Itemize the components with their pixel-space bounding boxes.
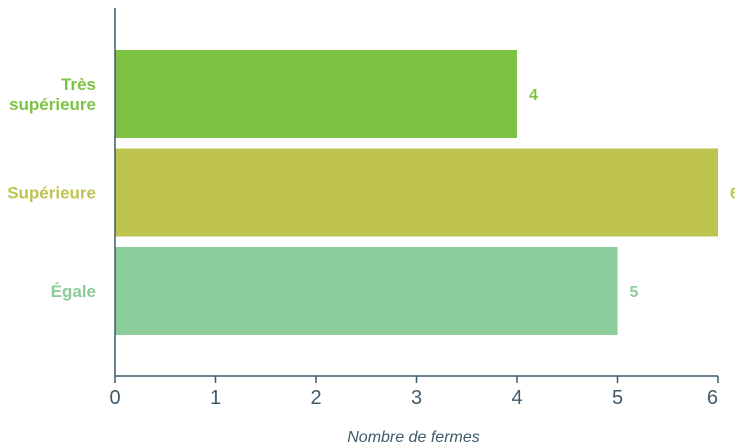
x-tick-label-1: 1: [210, 387, 221, 409]
category-label-2-0: Égale: [51, 282, 96, 301]
x-axis-title: Nombre de fermes: [347, 429, 480, 446]
bar-2: [115, 247, 618, 335]
x-tick-label-2: 2: [310, 387, 321, 409]
bar-1: [115, 148, 718, 237]
category-label-0-0: Très: [61, 75, 96, 94]
x-tick-label-6: 6: [707, 387, 718, 409]
value-label-1: 6: [730, 186, 735, 203]
x-tick-label-4: 4: [511, 387, 522, 409]
value-labels-group: 4 6 5: [529, 87, 735, 301]
x-tick-label-0: 0: [109, 387, 120, 409]
category-label-0-1: supérieure: [9, 95, 96, 114]
value-label-2: 5: [630, 284, 639, 301]
value-label-0: 4: [529, 87, 538, 104]
category-label-1-0: Supérieure: [7, 184, 96, 203]
bars-group: [115, 50, 718, 335]
x-ticks-group: 0 1 2 3 4 5 6: [109, 376, 719, 409]
x-tick-label-3: 3: [411, 387, 422, 409]
bar-0: [115, 50, 517, 138]
x-tick-label-5: 5: [612, 387, 623, 409]
